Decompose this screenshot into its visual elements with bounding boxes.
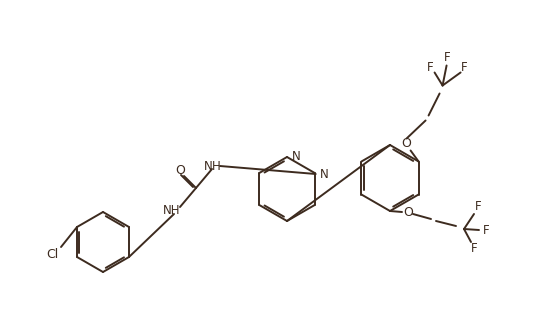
Text: F: F — [444, 51, 451, 64]
Text: F: F — [483, 225, 489, 238]
Text: F: F — [475, 201, 481, 213]
Text: H: H — [212, 160, 220, 173]
Text: F: F — [471, 243, 477, 256]
Text: N: N — [292, 150, 301, 163]
Text: F: F — [427, 61, 434, 74]
Text: F: F — [461, 61, 468, 74]
Text: NH: NH — [163, 203, 181, 216]
Text: O: O — [175, 165, 185, 178]
Text: O: O — [402, 137, 411, 150]
Text: N: N — [204, 160, 212, 173]
Text: O: O — [403, 207, 413, 220]
Text: N: N — [320, 168, 328, 180]
Text: Cl: Cl — [46, 248, 58, 261]
